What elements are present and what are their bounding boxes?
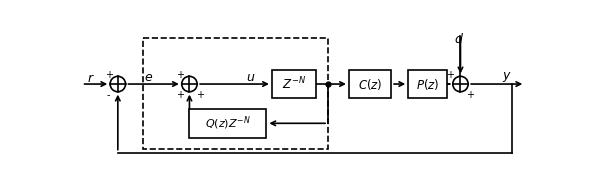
Text: $C(z)$: $C(z)$ — [358, 76, 382, 92]
Text: +: + — [176, 70, 184, 80]
Text: +: + — [176, 90, 184, 100]
Text: $u$: $u$ — [246, 71, 256, 84]
Text: $P(z)$: $P(z)$ — [416, 76, 439, 92]
Text: $d$: $d$ — [454, 32, 464, 46]
Bar — [349, 70, 391, 98]
Bar — [143, 38, 328, 149]
Text: +: + — [196, 90, 204, 100]
Text: +: + — [466, 90, 474, 100]
Bar — [272, 70, 317, 98]
Bar — [189, 109, 266, 138]
Text: +: + — [446, 70, 453, 80]
Text: $e$: $e$ — [144, 71, 153, 84]
Text: $u_r$: $u_r$ — [372, 70, 387, 84]
Text: $Z^{-N}$: $Z^{-N}$ — [282, 76, 306, 92]
Text: +: + — [105, 70, 112, 80]
Bar — [408, 70, 446, 98]
Text: -: - — [107, 90, 110, 100]
Text: $r$: $r$ — [87, 72, 95, 85]
Text: $Q(z)Z^{-N}$: $Q(z)Z^{-N}$ — [205, 114, 251, 132]
Text: $y$: $y$ — [502, 70, 511, 84]
